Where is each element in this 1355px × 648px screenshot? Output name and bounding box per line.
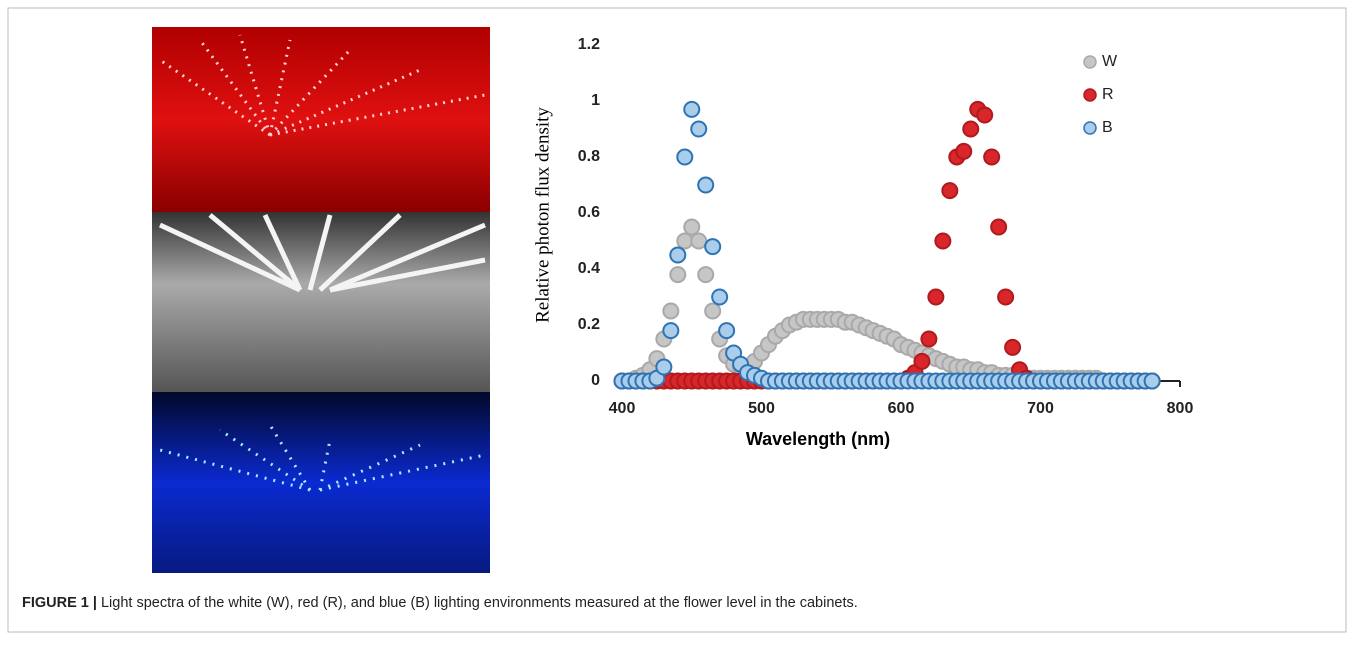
point — [711, 288, 729, 306]
photo-white — [152, 212, 490, 392]
point — [690, 120, 708, 138]
legend-marker — [1083, 121, 1097, 135]
point — [920, 330, 938, 348]
point — [655, 358, 673, 376]
point — [983, 148, 1001, 166]
series — [613, 100, 1161, 390]
point — [683, 218, 701, 236]
light-bars — [159, 34, 486, 137]
point — [913, 352, 931, 370]
series — [613, 218, 1161, 390]
light-bars — [159, 424, 486, 492]
caption-label: FIGURE 1 | — [22, 595, 97, 611]
point — [676, 232, 694, 250]
y-tick-label: 0 — [591, 372, 600, 389]
point — [704, 238, 722, 256]
point — [955, 142, 973, 160]
caption-text: Light spectra of the white (W), red (R),… — [97, 595, 858, 611]
y-tick-label: 0.6 — [578, 204, 600, 221]
photo-blue — [152, 392, 490, 573]
frame — [7, 7, 1347, 633]
point — [941, 182, 959, 200]
point — [662, 302, 680, 320]
point — [697, 176, 715, 194]
y-axis-label: Relative photon flux density — [532, 107, 553, 323]
point — [676, 148, 694, 166]
point — [1143, 372, 1161, 390]
x-tick-label: 400 — [609, 400, 636, 417]
y-tick-label: 1.2 — [578, 36, 600, 53]
legend-marker — [1083, 55, 1097, 69]
point — [690, 232, 708, 250]
point — [1004, 338, 1022, 356]
y-tick-label: 1 — [591, 92, 600, 109]
point — [683, 100, 701, 118]
point — [669, 246, 687, 264]
x-tick-label: 500 — [748, 400, 775, 417]
legend-label: R — [1102, 86, 1114, 103]
point — [704, 302, 722, 320]
point — [662, 322, 680, 340]
legend-marker — [1083, 88, 1097, 102]
point — [697, 266, 715, 284]
point — [997, 288, 1015, 306]
point — [990, 218, 1008, 236]
x-tick-label: 700 — [1027, 400, 1054, 417]
point — [718, 322, 736, 340]
caption: FIGURE 1 | Light spectra of the white (W… — [22, 595, 858, 611]
x-axis-label: Wavelength (nm) — [746, 429, 890, 449]
y-tick-label: 0.8 — [578, 148, 600, 165]
light-bars — [158, 213, 486, 293]
point — [976, 106, 994, 124]
legend-label: W — [1102, 53, 1118, 70]
point — [669, 266, 687, 284]
photos — [152, 27, 490, 573]
point — [927, 288, 945, 306]
legend-label: B — [1102, 119, 1113, 136]
x-tick-label: 800 — [1167, 400, 1194, 417]
point — [962, 120, 980, 138]
x-tick-label: 600 — [888, 400, 915, 417]
y-tick-label: 0.4 — [578, 260, 600, 277]
y-tick-label: 0.2 — [578, 316, 600, 333]
point — [934, 232, 952, 250]
photo-red — [152, 27, 490, 212]
